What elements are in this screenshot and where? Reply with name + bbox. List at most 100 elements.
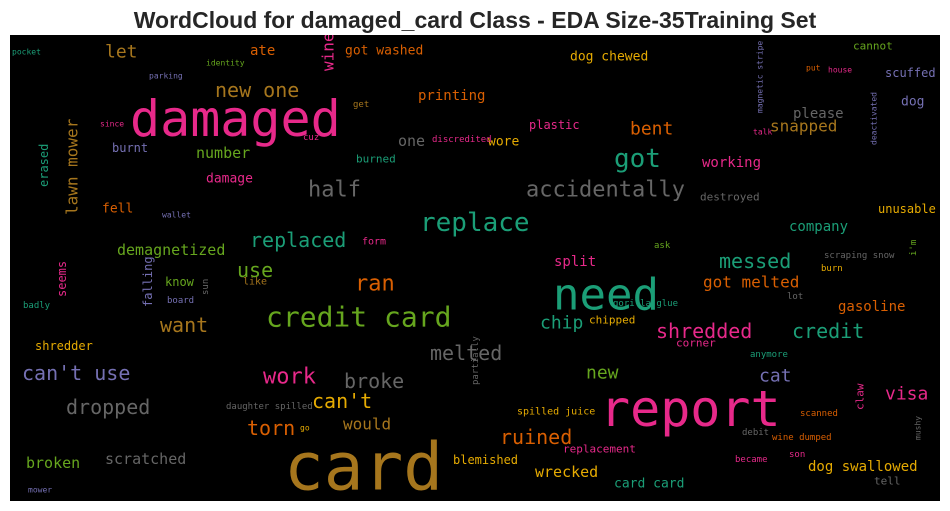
word-cat: cat <box>759 366 792 387</box>
word-want: want <box>160 313 208 337</box>
word-scuffed: scuffed <box>885 66 936 80</box>
word-melted: melted <box>430 341 502 365</box>
word-card-card: card card <box>614 477 684 492</box>
word-partially: partially <box>471 336 481 385</box>
word-mushy: mushy <box>914 416 923 440</box>
word-replacement: replacement <box>563 443 636 456</box>
word-scraping-snow: scraping snow <box>824 251 895 261</box>
word-magnetic-stripe: magnetic stripe <box>756 41 765 113</box>
word-number: number <box>196 144 250 162</box>
word-broken: broken <box>26 454 80 472</box>
word-broke: broke <box>344 369 404 393</box>
word-i-m: i'm <box>909 240 919 256</box>
chart-title: WordCloud for damaged_card Class - EDA S… <box>133 7 817 33</box>
word-scratched: scratched <box>105 450 186 468</box>
word-cloud: card damaged report need credit card replace g… <box>10 35 940 501</box>
word-wallet: wallet <box>162 211 191 220</box>
word-got-washed: got washed <box>345 44 423 59</box>
word-ask: ask <box>654 241 671 251</box>
word-ran: ran <box>355 272 395 297</box>
word-dog: dog <box>901 95 924 110</box>
word-demagnetized: demagnetized <box>117 241 225 259</box>
word-like: like <box>243 277 267 288</box>
word-blemished: blemished <box>453 453 518 467</box>
word-can-t-use: can't use <box>22 361 130 385</box>
word-anymore: anymore <box>750 350 788 360</box>
word-shredder: shredder <box>35 339 93 353</box>
word-can-t: can't <box>312 389 372 413</box>
word-shredded: shredded <box>656 319 752 343</box>
word-get: get <box>353 100 369 110</box>
word-working: working <box>702 155 761 171</box>
word-discredited: discredited <box>432 135 492 145</box>
word-fell: fell <box>102 202 133 217</box>
word-wine-dumped: wine dumped <box>772 433 832 443</box>
word-know: know <box>165 275 195 289</box>
word-go: go <box>300 424 310 433</box>
word-got-melted: got melted <box>703 273 799 292</box>
word-falling: falling <box>141 256 155 307</box>
word-became: became <box>735 455 768 465</box>
word-one: one <box>398 132 425 150</box>
word-debit: debit <box>742 428 769 438</box>
word-messed: messed <box>719 249 791 273</box>
word-new-one: new one <box>215 78 299 102</box>
word-cloud-canvas: card damaged report need credit card replace g… <box>12 35 936 501</box>
word-chip: chip <box>540 313 583 334</box>
word-house: house <box>828 66 852 75</box>
word-put: put <box>806 64 821 73</box>
word-wore: wore <box>488 135 519 150</box>
word-sun: sun <box>201 279 211 295</box>
word-got: got <box>614 144 661 174</box>
word-talk: talk <box>753 128 772 137</box>
word-erased: erased <box>37 144 51 187</box>
word-unusable: unusable <box>878 202 936 216</box>
word-new: new <box>586 363 619 384</box>
word-mower: mower <box>28 486 52 495</box>
word-let: let <box>105 42 138 63</box>
word-gorilla-glue: gorilla glue <box>613 299 678 309</box>
word-torn: torn <box>247 416 295 440</box>
word-pocket: pocket <box>12 48 41 57</box>
word-please: please <box>793 106 844 122</box>
word-replaced: replaced <box>250 228 346 252</box>
word-plastic: plastic <box>529 118 580 132</box>
word-wrecked: wrecked <box>535 463 598 481</box>
word-identity: identity <box>206 59 245 68</box>
word-work: work <box>263 365 316 390</box>
word-claw: claw <box>854 383 867 410</box>
word-ate: ate <box>250 43 275 59</box>
word-damage: damage <box>206 172 253 187</box>
word-seems: seems <box>55 261 69 297</box>
word-use: use <box>237 258 273 282</box>
word-need: need <box>553 270 659 321</box>
word-accidentally: accidentally <box>526 178 685 203</box>
word-split: split <box>554 254 596 270</box>
word-son: son <box>789 450 805 460</box>
word-spilled-juice: spilled juice <box>517 407 595 418</box>
word-since: since <box>100 120 124 129</box>
word-burned: burned <box>356 153 396 166</box>
word-cannot: cannot <box>853 40 893 53</box>
word-credit: credit <box>792 319 864 343</box>
word-company: company <box>789 219 848 235</box>
word-cuz: cuz <box>303 133 319 143</box>
word-burnt: burnt <box>112 141 148 155</box>
word-replace: replace <box>420 208 530 238</box>
word-snapped: snapped <box>770 117 837 136</box>
word-gasoline: gasoline <box>838 299 905 315</box>
word-parking: parking <box>149 72 183 81</box>
word-dropped: dropped <box>66 395 150 419</box>
word-half: half <box>308 178 361 203</box>
word-burn: burn <box>821 264 843 274</box>
word-badly: badly <box>23 301 51 311</box>
word-report: report <box>600 380 781 438</box>
word-wine: wine <box>319 35 338 71</box>
word-would: would <box>343 415 391 434</box>
word-destroyed: destroyed <box>700 191 760 204</box>
word-daughter-spilled: daughter spilled <box>226 402 313 412</box>
word-dog-chewed: dog chewed <box>570 50 648 65</box>
word-tell: tell <box>874 475 901 488</box>
word-chipped: chipped <box>589 314 635 327</box>
word-damaged: damaged <box>130 90 341 148</box>
